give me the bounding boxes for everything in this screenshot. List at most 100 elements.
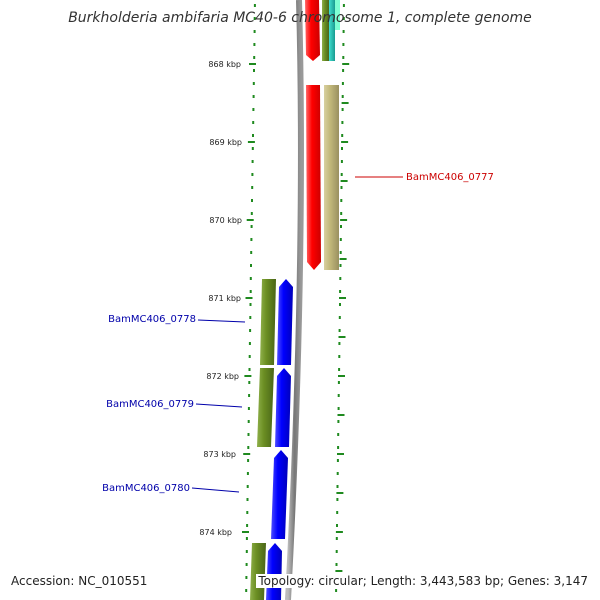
genome-summary-text: Topology: circular; Length: 3,443,583 bp… — [256, 574, 590, 588]
gene-olive-top[interactable] — [322, 0, 329, 61]
gene-label-0780[interactable]: BamMC406_0780 — [102, 483, 240, 494]
track-dot — [340, 212, 343, 215]
track-dot — [341, 82, 344, 85]
gene-0779-arrow[interactable] — [275, 368, 291, 447]
minor-tick — [341, 102, 349, 104]
kbp-tick — [244, 375, 252, 377]
kbp-tick — [246, 219, 254, 221]
track-dot — [253, 43, 256, 46]
track-dot — [245, 589, 248, 592]
track-dot — [338, 368, 341, 371]
track-dot — [337, 420, 340, 423]
kbp-tick — [242, 531, 249, 533]
gene-label-0778[interactable]: BamMC406_0778 — [108, 314, 246, 325]
gene-label-0779[interactable]: BamMC406_0779 — [106, 399, 243, 410]
gene-bammc406-0777[interactable] — [306, 85, 321, 270]
track-dot — [341, 95, 344, 98]
track-dot — [249, 290, 252, 293]
track-dot — [338, 342, 341, 345]
track-dot — [247, 407, 250, 410]
track-dot — [253, 4, 256, 7]
track-dot — [340, 160, 343, 163]
track-dot — [337, 407, 340, 410]
gene-0780-arrow[interactable] — [271, 450, 288, 539]
minor-tick — [337, 453, 344, 455]
track-dot — [342, 17, 345, 20]
track-dot — [340, 186, 343, 189]
track-dot — [341, 134, 344, 137]
track-dot — [335, 550, 338, 553]
track-dot — [342, 43, 345, 46]
track-dot — [341, 108, 344, 111]
track-dot — [252, 121, 255, 124]
track-dot — [335, 563, 338, 566]
leader-line-0779 — [195, 403, 243, 408]
track-dot — [337, 433, 340, 436]
minor-tick — [338, 336, 346, 338]
track-dot — [248, 381, 251, 384]
track-dot — [341, 147, 343, 150]
track-dot — [245, 563, 248, 566]
track-dot — [252, 95, 255, 98]
gene-0778-arrow[interactable] — [277, 279, 293, 365]
track-dot — [251, 173, 254, 176]
track-dot — [251, 160, 254, 163]
kbp-label-872: 872 kbp — [206, 372, 239, 381]
kbp-labels: 868 kbp 869 kbp 870 kbp 871 kbp 872 kbp … — [199, 60, 242, 537]
track-dot — [335, 537, 338, 540]
gene-cyan-top[interactable] — [335, 0, 340, 30]
track-dot — [336, 459, 339, 462]
kbp-label-871: 871 kbp — [208, 294, 241, 303]
kbp-label-869: 869 kbp — [209, 138, 242, 147]
track-dot — [247, 433, 250, 436]
track-dot — [250, 212, 253, 215]
gene-0777-arrow[interactable] — [306, 85, 321, 270]
minor-tick — [342, 63, 350, 65]
gene-olive-3[interactable] — [250, 543, 266, 600]
track-dot — [339, 290, 342, 293]
track-dot — [253, 69, 255, 72]
track-dot — [339, 238, 342, 241]
track-dot — [336, 498, 339, 501]
track-dot — [339, 251, 342, 254]
track-dot — [249, 277, 252, 280]
track-dot — [252, 82, 255, 85]
track-dot — [342, 4, 345, 7]
gene-teal-top[interactable] — [329, 0, 335, 61]
track-dot — [336, 511, 339, 514]
track-dot — [342, 30, 345, 33]
inner-dotted-track — [245, 4, 256, 592]
track-dot — [250, 225, 253, 228]
track-dot — [247, 420, 250, 423]
gene-blue-bottom[interactable] — [266, 543, 282, 600]
track-dot — [245, 537, 248, 540]
minor-tick — [337, 414, 345, 416]
gene-bammc406-0778[interactable] — [277, 279, 293, 365]
track-dot — [248, 368, 251, 371]
gene-label-0777[interactable]: BamMC406_0777 — [355, 172, 494, 183]
kbp-tick — [245, 297, 253, 299]
track-dot — [249, 316, 252, 319]
minor-tick — [335, 531, 343, 533]
minor-tick — [341, 141, 349, 143]
leader-line-0778 — [197, 319, 246, 323]
track-dot — [250, 238, 253, 241]
kbp-label-868: 868 kbp — [208, 60, 241, 69]
gene-label-text-0779: BamMC406_0779 — [106, 399, 194, 410]
gene-bammc406-0779[interactable] — [275, 368, 291, 447]
gene-red-top[interactable] — [305, 0, 320, 61]
track-dot — [336, 524, 338, 527]
accession-text: Accession: NC_010551 — [9, 574, 150, 588]
track-dot — [335, 589, 338, 592]
gene-tan[interactable] — [324, 85, 339, 270]
gene-olive-1[interactable] — [260, 279, 276, 365]
track-dot — [337, 381, 340, 384]
minor-tick — [339, 297, 346, 299]
minor-tick — [340, 219, 348, 221]
track-dot — [252, 108, 255, 111]
gene-bammc406-0780[interactable] — [271, 450, 288, 539]
gene-olive-2[interactable] — [257, 368, 274, 447]
track-dot — [253, 30, 256, 33]
track-dot — [341, 121, 344, 124]
